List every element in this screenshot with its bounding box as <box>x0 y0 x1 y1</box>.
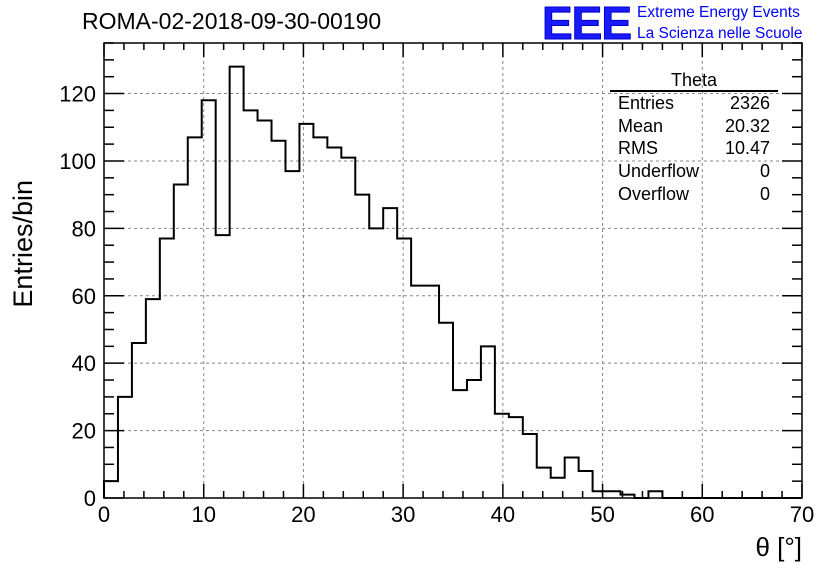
eee-logo: EEE <box>541 0 632 49</box>
x-tick-label: 30 <box>391 502 415 527</box>
x-tick-label: 60 <box>690 502 714 527</box>
y-tick-label: 40 <box>72 351 96 376</box>
stat-row-entries: Entries 2326 <box>610 92 778 115</box>
x-tick-label: 20 <box>291 502 315 527</box>
x-tick-label: 0 <box>98 502 110 527</box>
x-tick-label: 50 <box>590 502 614 527</box>
axis-ticks <box>103 42 803 499</box>
stat-name: Entries <box>618 93 675 113</box>
stat-value: 20.32 <box>724 115 770 136</box>
axis-tick-labels: 0 10 20 30 40 50 60 70 0 20 40 60 80 100 120 <box>59 82 814 527</box>
stats-title: Theta <box>610 70 778 92</box>
stat-name: Underflow <box>618 161 700 182</box>
stat-row-underflow: Underflow 0 <box>610 160 778 183</box>
logo-text-line1: Extreme Energy Events <box>637 4 800 21</box>
histogram-series <box>103 65 802 499</box>
x-tick-label: 40 <box>491 502 515 527</box>
y-tick-label: 120 <box>59 82 96 107</box>
y-tick-label: 80 <box>72 216 96 241</box>
y-tick-label: 60 <box>72 284 96 309</box>
plot-title: ROMA-02-2018-09-30-00190 <box>82 8 382 34</box>
stat-name: Overflow <box>618 183 690 204</box>
plot-frame <box>103 42 803 499</box>
y-tick-label: 0 <box>84 486 96 511</box>
logo-text-line2: La Scienza nelle Scuole <box>637 25 803 42</box>
stat-value: 0 <box>759 183 770 204</box>
stats-box: Theta Entries 2326 Mean 20.32 RMS 10.47 … <box>610 70 778 205</box>
stat-value: 0 <box>759 161 770 182</box>
stat-value: 10.47 <box>724 138 770 159</box>
stat-row-mean: Mean 20.32 <box>610 115 778 138</box>
stat-row-rms: RMS 10.47 <box>610 137 778 160</box>
x-tick-label: 10 <box>191 502 215 527</box>
x-axis-label: θ [°] <box>755 532 802 562</box>
stat-name: Mean <box>618 115 664 136</box>
y-tick-label: 100 <box>59 149 96 174</box>
stat-name: RMS <box>618 138 658 159</box>
y-axis-label: Entries/bin <box>8 180 38 308</box>
stat-row-overflow: Overflow 0 <box>610 183 778 206</box>
x-tick-label: 70 <box>790 502 814 527</box>
stat-value: 2326 <box>729 93 770 113</box>
y-tick-label: 20 <box>72 419 96 444</box>
